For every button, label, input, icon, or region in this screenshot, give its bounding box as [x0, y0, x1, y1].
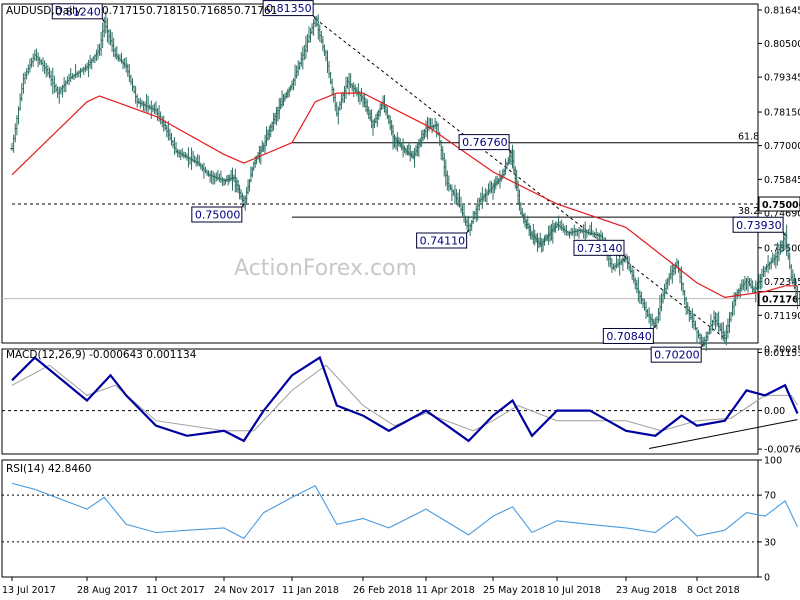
x-tick-label: 26 Feb 2018 [353, 585, 412, 596]
ohlc-open: 0.71715 [102, 5, 145, 17]
macd-frame [1, 348, 759, 455]
y-tick-label: 0.78150 [764, 108, 800, 119]
y-tick-label: 0.77000 [764, 141, 800, 152]
watermark: ActionForex.com [234, 256, 417, 281]
panel-frames [1, 3, 759, 578]
macd-panel: 0.011517 0.00 -0.007634 [2, 348, 800, 456]
swing-label: 0.76760 [462, 136, 508, 149]
x-tick-label: 28 Aug 2017 [77, 585, 138, 596]
main-frame [1, 3, 759, 344]
swing-label: 0.81350 [266, 2, 312, 15]
swing-label: 0.70840 [606, 330, 652, 343]
y-tick-label: 0.75845 [764, 175, 800, 186]
rsi-y-tick-label: 0 [764, 573, 770, 584]
level-tag-box [758, 196, 800, 212]
swing-label-box [732, 216, 784, 233]
x-tick-label: 11 Jan 2018 [282, 585, 339, 596]
rsi-line [11, 482, 798, 540]
swing-label: 0.73930 [736, 219, 782, 232]
level-tag: 0.75000 [762, 200, 800, 211]
swing-label-box [458, 134, 510, 151]
current-price-box [758, 291, 800, 307]
swing-label: 0.74110 [420, 235, 466, 248]
trend-line [314, 18, 726, 339]
fib-label: 38.2 [738, 206, 759, 217]
macd-y-tick-label: 0.011517 [764, 348, 800, 359]
macd-y-tick-label: 0.00 [764, 406, 785, 417]
rsi-title: RSI(14) 42.8460 [6, 463, 91, 475]
rsi-y-tick-label: 70 [764, 491, 776, 502]
x-tick-label: 10 Jul 2018 [547, 585, 601, 596]
macd-y-tick-label: -0.007634 [764, 445, 800, 456]
swing-label: 0.70200 [654, 349, 700, 362]
y-tick-label: 0.79345 [764, 73, 800, 84]
moving-average-line [11, 92, 798, 299]
rsi-frame [1, 459, 759, 578]
swing-label: 0.81240 [55, 5, 101, 18]
rsi-y-tick-label: 30 [764, 537, 776, 548]
swing-label-box [51, 3, 103, 20]
y-tick-label: 0.71190 [764, 311, 800, 322]
price-panel: 0.81645 0.80500 0.79345 0.78150 0.77000 0.758… [2, 0, 800, 363]
ohlc-low: 0.71685 [190, 5, 233, 17]
macd-signal-line [11, 364, 798, 432]
macd-trend-line [649, 419, 798, 449]
y-tick-label: 0.72345 [764, 277, 800, 288]
macd-title: MACD(12,26,9) -0.000643 0.001134 [6, 349, 197, 361]
x-tick-label: 24 Nov 2017 [214, 585, 275, 596]
x-tick-label: 11 Oct 2017 [146, 585, 205, 596]
ohlc-high: 0.71815 [146, 5, 189, 17]
macd-line [11, 355, 799, 443]
swing-label-box [573, 239, 625, 256]
x-tick-label: 8 Oct 2018 [687, 585, 740, 596]
swing-label: 0.73140 [577, 242, 623, 255]
y-tick-label: 0.70035 [764, 344, 800, 355]
ohlc-close: 0.71761 [234, 5, 277, 17]
y-tick-label: 0.81645 [764, 5, 800, 16]
swing-label-box [650, 346, 702, 363]
x-tick-label: 13 Jul 2017 [2, 585, 56, 596]
chart-title: AUDUSD,Daily [6, 5, 81, 17]
swing-label-box [416, 232, 468, 249]
swing-label-box [602, 327, 654, 344]
x-axis: 13 Jul 2017 28 Aug 2017 11 Oct 2017 24 Nov … [2, 577, 740, 596]
y-tick-label: 0.80500 [764, 39, 800, 50]
rsi-y-tick-label: 100 [764, 456, 782, 467]
x-tick-label: 11 Apr 2018 [416, 585, 475, 596]
x-tick-label: 25 May 2018 [483, 585, 545, 596]
fib-label: 61.8 [738, 132, 759, 143]
ohlc-bar [795, 285, 800, 310]
rsi-panel: 100 70 30 0 [2, 456, 798, 584]
swing-label-box [262, 0, 314, 17]
swing-label-box [191, 206, 243, 223]
current-price-label: 0.71761 [762, 295, 800, 306]
x-tick-label: 23 Aug 2018 [616, 585, 677, 596]
swing-label: 0.75000 [195, 209, 241, 222]
y-tick-label: 0.74690 [764, 209, 800, 220]
